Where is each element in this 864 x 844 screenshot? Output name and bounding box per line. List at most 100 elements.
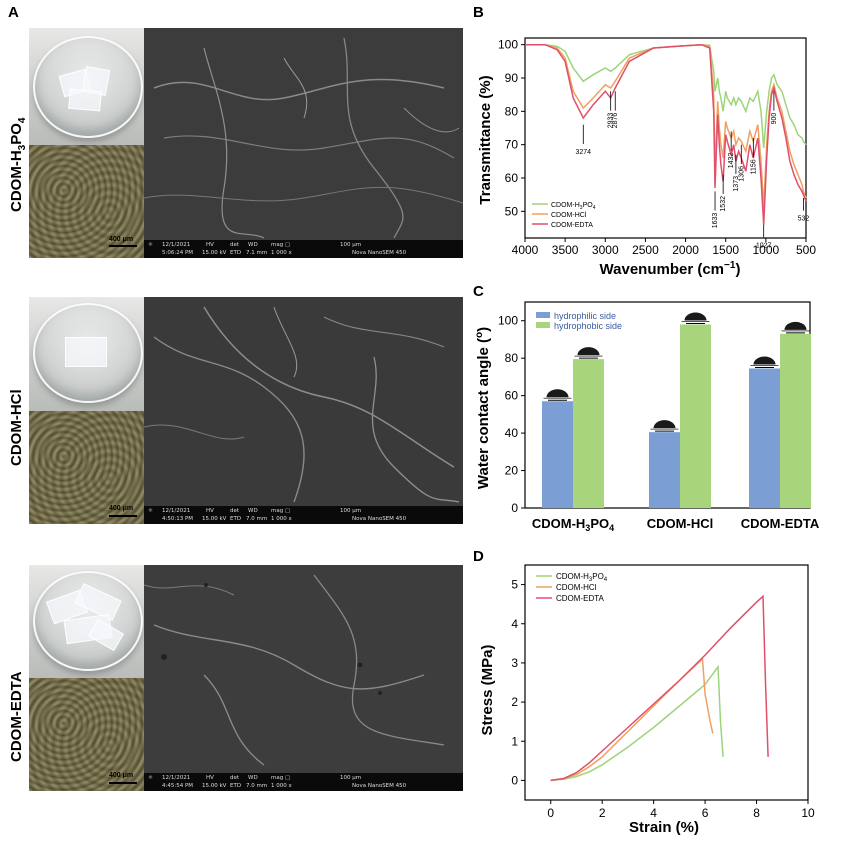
water-droplet [653, 420, 676, 429]
panel-letter-a: A [8, 4, 19, 21]
row-label-edta: CDOM-EDTA [8, 671, 25, 762]
svg-text:hydrophilic side: hydrophilic side [554, 311, 616, 321]
ftir-peak-label: 2933 [608, 113, 615, 129]
microscope-image-h3po4: 400 μm [29, 145, 144, 258]
ftir-series-2 [525, 43, 807, 225]
ftir-plot-frame [524, 37, 807, 239]
stress-xtick-label: 10 [801, 806, 815, 820]
ftir-xlabel: Wavenumber (cm−1) [600, 260, 741, 278]
ftir-peak-label: 532 [798, 216, 810, 223]
contact-ytick-label: 0 [511, 501, 518, 515]
sem-image-edta: ⚛ 12/1/2021 4:45:54 PM HV 15.00 kV det E… [144, 565, 463, 791]
petri-dish-photo-hcl [29, 297, 144, 411]
contact-bar [780, 333, 811, 508]
category-label-hcl: CDOM-HCl [647, 516, 713, 531]
stress-ytick-label: 3 [511, 656, 518, 670]
svg-text:CDOM-HCl: CDOM-HCl [556, 583, 597, 592]
ftir-xtick-label: 3500 [552, 243, 579, 257]
ftir-peak-label: 1432 [728, 153, 735, 169]
contact-bar [649, 432, 680, 508]
ftir-xtick-label: 1500 [712, 243, 739, 257]
contact-ytick-label: 60 [505, 389, 519, 403]
ftir-peak-label: 1633 [712, 213, 719, 229]
water-droplet [784, 321, 807, 330]
stress-xtick-label: 6 [702, 806, 709, 820]
ftir-peak-label: 2876 [612, 113, 619, 129]
stress-series-0 [550, 664, 724, 782]
svg-text:CDOM-H3PO4: CDOM-H3PO4 [551, 202, 596, 211]
contact-angle-chart: 0 20 40 60 80 100 Water contact angle (o) hyd… [474, 301, 820, 533]
svg-text:hydrophobic side: hydrophobic side [554, 321, 622, 331]
panel-letter-b: B [473, 4, 484, 21]
ftir-peak-label: 900 [771, 113, 778, 125]
stress-xtick-label: 0 [547, 806, 554, 820]
ftir-peak-label: 1156 [750, 159, 757, 174]
stress-series-1 [550, 657, 714, 782]
stress-ytick-label: 2 [511, 695, 518, 709]
ftir-ytick-label: 80 [505, 104, 519, 118]
panel-letter-c: C [473, 283, 484, 300]
water-droplet [577, 347, 600, 356]
contact-ytick-label: 40 [505, 426, 519, 440]
ftir-ytick-label: 50 [505, 204, 519, 218]
contact-bar [749, 368, 780, 508]
ftir-peak-label: 1306 [738, 166, 745, 182]
stress-legend: CDOM-H3PO4 CDOM-HCl CDOM-EDTA [536, 572, 608, 603]
stress-xtick-label: 2 [599, 806, 606, 820]
water-droplet [753, 356, 776, 365]
stress-xtick-label: 8 [753, 806, 760, 820]
ftir-xtick-label: 3000 [592, 243, 619, 257]
stress-ytick-label: 4 [511, 617, 518, 631]
svg-text:CDOM-EDTA: CDOM-EDTA [556, 594, 605, 603]
stress-ytick-label: 0 [511, 773, 518, 787]
svg-text:CDOM-HCl: CDOM-HCl [551, 212, 587, 219]
sem-image-h3po4: ⚛ 12/1/2021 5:06:24 PM HV 15.00 kV det E… [144, 28, 463, 258]
ftir-ylabel: Transmittance (%) [477, 75, 494, 204]
microscope-image-edta: 400 μm [29, 678, 144, 791]
stress-ytick-label: 1 [511, 734, 518, 748]
stress-ylabel: Stress (MPa) [479, 645, 496, 736]
ftir-series-0 [525, 43, 807, 149]
sem-image-hcl: ⚛ 12/1/2021 4:50:13 PM HV 15.00 kV det E… [144, 297, 463, 524]
ftir-ytick-label: 90 [505, 71, 519, 85]
ftir-xtick-label: 2500 [632, 243, 659, 257]
water-droplet [684, 312, 707, 321]
svg-text:CDOM-H3PO4: CDOM-H3PO4 [556, 572, 608, 583]
stress-strain-chart: 0 2 4 6 8 10 0 1 2 3 4 5 Stress (MPa) Strain (%) CD… [479, 564, 815, 836]
ftir-ytick-label: 100 [498, 38, 518, 52]
category-label-edta: CDOM-EDTA [741, 516, 820, 531]
contact-ytick-label: 100 [498, 314, 518, 328]
ftir-ytick-label: 60 [505, 171, 519, 185]
stress-ytick-label: 5 [511, 578, 518, 592]
stress-series-2 [550, 594, 769, 782]
ftir-xtick-label: 1000 [753, 243, 780, 257]
svg-text:CDOM-EDTA: CDOM-EDTA [551, 222, 593, 229]
strain-xlabel: Strain (%) [629, 819, 699, 836]
contact-ytick-label: 80 [505, 351, 519, 365]
ftir-legend: CDOM-H3PO4 CDOM-HCl CDOM-EDTA [532, 202, 596, 229]
ftir-chart: 4000 3500 3000 2500 2000 1500 1000 500 50 60 70 80 9… [477, 37, 816, 278]
contact-angle-ylabel: Water contact angle (o) [474, 327, 492, 489]
row-label-h3po4: CDOM-H3PO4 [8, 117, 28, 212]
panel-letter-d: D [473, 548, 484, 565]
contact-bar [680, 324, 711, 508]
ftir-xtick-label: 500 [796, 243, 816, 257]
contact-bar [573, 359, 604, 508]
category-label-h3po4: CDOM-H3PO4 [532, 516, 614, 533]
ftir-peak-label: 1532 [720, 196, 727, 212]
stress-plot-frame [524, 564, 809, 801]
stress-xtick-label: 4 [650, 806, 657, 820]
ftir-peak-label: 1027 [756, 242, 772, 249]
ftir-xtick-label: 2000 [672, 243, 699, 257]
microscope-image-hcl: 400 μm [29, 411, 144, 524]
row-label-hcl: CDOM-HCl [8, 389, 25, 466]
ftir-xtick-label: 4000 [512, 243, 539, 257]
contact-angle-legend: hydrophilic side hydrophobic side [536, 311, 622, 331]
petri-dish-photo-h3po4 [29, 28, 144, 145]
petri-dish-photo-edta [29, 565, 144, 678]
ftir-ytick-label: 70 [505, 138, 519, 152]
contact-ytick-label: 20 [505, 464, 519, 478]
ftir-peak-label: 1373 [733, 176, 740, 192]
contact-bar [542, 401, 573, 508]
water-droplet [546, 389, 569, 398]
